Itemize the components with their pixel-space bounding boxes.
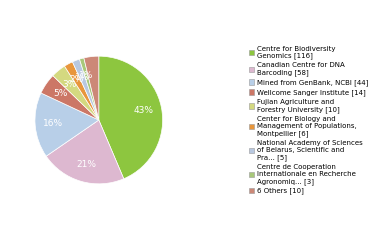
- Text: 16%: 16%: [43, 119, 63, 128]
- Wedge shape: [73, 59, 99, 120]
- Wedge shape: [46, 120, 124, 184]
- Wedge shape: [41, 76, 99, 120]
- Text: 1%: 1%: [75, 72, 90, 82]
- Text: 1%: 1%: [79, 71, 93, 80]
- Wedge shape: [53, 66, 99, 120]
- Wedge shape: [65, 62, 99, 120]
- Wedge shape: [84, 56, 99, 120]
- Text: 2%: 2%: [70, 75, 84, 84]
- Wedge shape: [99, 56, 163, 179]
- Text: 43%: 43%: [134, 106, 154, 115]
- Text: 5%: 5%: [54, 90, 68, 98]
- Text: 21%: 21%: [76, 160, 96, 169]
- Wedge shape: [79, 58, 99, 120]
- Wedge shape: [35, 93, 99, 156]
- Text: 3%: 3%: [63, 80, 77, 89]
- Legend: Centre for Biodiversity
Genomics [116], Canadian Centre for DNA
Barcoding [58], : Centre for Biodiversity Genomics [116], …: [248, 45, 369, 195]
